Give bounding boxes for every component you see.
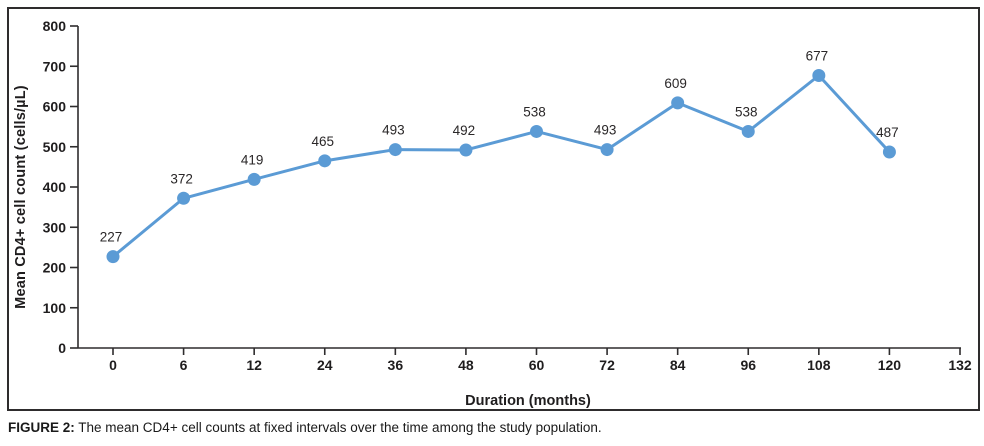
data-point-marker xyxy=(388,143,402,157)
x-tick-label: 60 xyxy=(529,357,545,373)
data-point-label: 465 xyxy=(311,134,334,149)
data-point-marker xyxy=(459,143,473,157)
x-tick-label: 120 xyxy=(878,357,902,373)
data-point-marker xyxy=(600,143,614,157)
y-tick-label: 800 xyxy=(43,18,67,34)
data-point-marker xyxy=(671,96,685,110)
x-tick-label: 72 xyxy=(599,357,615,373)
x-tick-label: 0 xyxy=(109,357,117,373)
figure-caption-text: The mean CD4+ cell counts at fixed inter… xyxy=(74,420,602,435)
figure-caption-label: FIGURE 2: xyxy=(8,420,75,435)
data-point-label: 493 xyxy=(594,123,617,138)
data-point-label: 227 xyxy=(100,230,123,245)
data-point-label: 677 xyxy=(806,49,829,64)
data-point-label: 419 xyxy=(241,152,264,167)
x-tick-label: 132 xyxy=(948,357,972,373)
x-tick-label: 36 xyxy=(388,357,404,373)
y-tick-label: 0 xyxy=(58,340,66,356)
x-tick-label: 48 xyxy=(458,357,474,373)
data-point-marker xyxy=(318,154,332,168)
x-tick-label: 108 xyxy=(807,357,831,373)
cd4-line-chart: 0 100 200 300 400 500 600 700 800 0 6 12 24 36 48 60 72 8… xyxy=(43,18,972,373)
data-point-label: 492 xyxy=(453,123,476,138)
data-point-label: 538 xyxy=(523,104,546,119)
x-tick-label: 12 xyxy=(246,357,262,373)
data-point-marker xyxy=(106,250,120,264)
data-point-label: 609 xyxy=(664,76,687,91)
data-point-label: 487 xyxy=(876,125,899,140)
y-tick-label: 500 xyxy=(43,139,67,155)
x-tick-label: 96 xyxy=(740,357,756,373)
data-point-marker xyxy=(177,191,191,205)
y-tick-label: 700 xyxy=(43,58,67,74)
data-point-marker xyxy=(882,145,896,159)
y-tick-label: 200 xyxy=(43,260,67,276)
data-point-label: 372 xyxy=(170,171,193,186)
x-tick-label: 24 xyxy=(317,357,333,373)
data-point-marker xyxy=(247,172,261,186)
y-tick-label: 400 xyxy=(43,179,67,195)
x-tick-label: 6 xyxy=(180,357,188,373)
x-tick-label: 84 xyxy=(670,357,686,373)
data-point-marker xyxy=(812,69,826,83)
x-axis-title: Duration (months) xyxy=(465,393,591,409)
data-point-marker xyxy=(741,124,755,138)
data-point-marker xyxy=(530,124,543,138)
data-point-label: 493 xyxy=(382,123,405,138)
y-tick-label: 100 xyxy=(43,300,67,316)
y-tick-label: 600 xyxy=(43,99,67,115)
data-point-label: 538 xyxy=(735,104,758,119)
y-tick-label: 300 xyxy=(43,219,67,235)
cd4-series-line xyxy=(111,74,891,259)
figure-caption: FIGURE 2: The mean CD4+ cell counts at f… xyxy=(8,420,978,435)
